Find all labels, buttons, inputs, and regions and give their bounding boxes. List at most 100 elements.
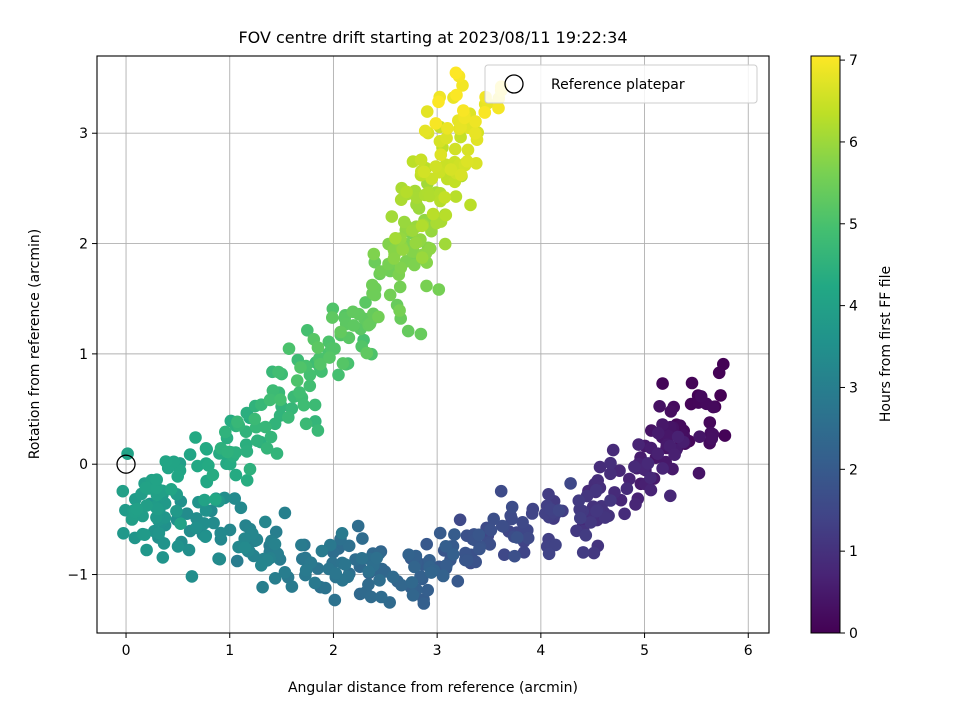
- scatter-point: [398, 215, 411, 229]
- scatter-point: [406, 224, 419, 237]
- scatter-point: [213, 552, 227, 566]
- scatter-point: [285, 580, 299, 593]
- scatter-point: [511, 531, 524, 544]
- scatter-point: [469, 127, 482, 140]
- scatter-point: [290, 374, 304, 387]
- plot-frame: [96, 55, 770, 634]
- scatter-point: [405, 576, 419, 589]
- scatter-point: [303, 379, 317, 393]
- scatter-point: [250, 434, 264, 448]
- scatter-point: [492, 101, 505, 115]
- scatter-point: [370, 551, 384, 565]
- scatter-point: [469, 115, 482, 128]
- scatter-point: [576, 546, 590, 559]
- scatter-point: [433, 526, 447, 540]
- scatter-point: [434, 148, 448, 161]
- scatter-point: [355, 552, 369, 565]
- y-tick-label: 1: [79, 347, 88, 363]
- scatter-point: [367, 247, 381, 261]
- colorbar-gradient: [810, 55, 841, 634]
- scatter-point: [151, 502, 164, 516]
- scatter-point: [150, 473, 163, 487]
- scatter-point: [706, 400, 720, 414]
- scatter-point: [362, 565, 376, 578]
- scatter-point: [651, 426, 665, 440]
- scatter-point: [417, 165, 431, 179]
- scatter-point: [282, 342, 296, 356]
- colorbar-tick-label: 0: [849, 626, 858, 642]
- scatter-point: [362, 578, 375, 591]
- scatter-point: [366, 278, 379, 292]
- scatter-point: [389, 232, 402, 245]
- scatter-point: [632, 438, 645, 451]
- scatter-point: [620, 482, 634, 496]
- scatter-point: [461, 143, 475, 157]
- scatter-point: [272, 365, 285, 379]
- scatter-point: [421, 583, 435, 597]
- scatter-point: [278, 506, 292, 520]
- colorbar-tick-label: 2: [849, 462, 858, 478]
- scatter-point: [598, 511, 612, 524]
- scatter-point: [478, 106, 492, 119]
- scatter-point: [130, 502, 144, 516]
- scatter-point: [448, 142, 462, 156]
- chart-title: FOV centre drift starting at 2023/08/11 …: [238, 28, 627, 47]
- scatter-point: [139, 481, 153, 495]
- scatter-point: [693, 430, 706, 444]
- scatter-point: [373, 574, 386, 587]
- scatter-point: [406, 589, 420, 602]
- scatter-point: [572, 494, 586, 508]
- scatter-point: [641, 457, 655, 470]
- scatter-point: [156, 551, 170, 564]
- scatter-point: [656, 462, 669, 475]
- scatter-point: [525, 507, 539, 520]
- scatter-point: [383, 288, 397, 302]
- scatter-point: [338, 558, 352, 571]
- scatter-point: [705, 432, 719, 445]
- scatter-point: [254, 559, 268, 572]
- scatter-point: [653, 400, 666, 413]
- scatter-point: [299, 417, 313, 431]
- scatter-point: [299, 563, 313, 577]
- x-axis-ticks: 0 1 2 3 4 5 6: [122, 633, 753, 659]
- scatter-point: [457, 104, 470, 117]
- legend-label: Reference platepar: [551, 77, 685, 93]
- x-tick-label: 6: [744, 643, 753, 659]
- scatter-point: [429, 117, 443, 130]
- scatter-point: [342, 539, 356, 553]
- scatter-point: [498, 548, 511, 561]
- scatter-point: [415, 219, 429, 233]
- scatter-point: [117, 527, 130, 540]
- scatter-point: [328, 593, 342, 607]
- scatter-point: [185, 570, 199, 583]
- scatter-point: [256, 580, 269, 594]
- scatter-point: [440, 131, 453, 145]
- scatter-point: [189, 431, 202, 444]
- scatter-point: [393, 304, 406, 317]
- scatter-point: [301, 324, 314, 337]
- x-tick-label: 4: [536, 643, 545, 659]
- scatter-point: [438, 191, 452, 204]
- scatter-point: [425, 566, 438, 579]
- legend-box: [484, 64, 758, 104]
- scatter-point: [564, 477, 577, 490]
- scatter-point: [375, 590, 388, 604]
- scatter-point: [206, 468, 220, 482]
- scatter-point: [429, 160, 443, 173]
- scatter-point: [238, 541, 252, 554]
- scatter-point: [297, 398, 311, 412]
- scatter-point: [451, 574, 465, 588]
- scatter-point: [152, 526, 166, 540]
- scatter-point: [207, 516, 220, 530]
- colorbar: 0 1 2 3 4 5 6 7 Hours from first FF file: [810, 53, 894, 642]
- scatter-point: [229, 468, 243, 482]
- scatter-point: [116, 484, 130, 498]
- scatter-point: [240, 474, 254, 487]
- scatter-point: [408, 560, 421, 574]
- scatter-point: [656, 377, 669, 390]
- scatter-point: [685, 376, 699, 390]
- scatter-point: [714, 389, 727, 402]
- scatter-point: [549, 538, 562, 552]
- scatter-point: [444, 163, 458, 176]
